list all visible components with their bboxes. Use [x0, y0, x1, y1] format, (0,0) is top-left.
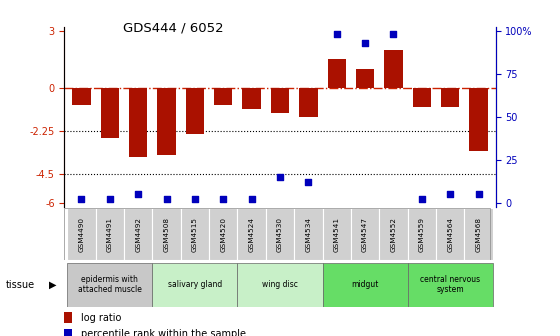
Point: [77, 197, 86, 202]
Text: GDS444 / 6052: GDS444 / 6052: [123, 22, 224, 35]
Bar: [64, 312, 72, 323]
Bar: [436, 208, 464, 260]
Bar: [413, 88, 431, 107]
Bar: [181, 208, 209, 260]
Text: GSM4492: GSM4492: [135, 217, 141, 252]
Bar: [214, 88, 232, 105]
Bar: [323, 208, 351, 260]
Bar: [441, 88, 459, 107]
Bar: [64, 329, 72, 336]
Text: GSM4530: GSM4530: [277, 217, 283, 252]
Text: midgut: midgut: [352, 280, 379, 289]
Bar: [242, 88, 261, 109]
Bar: [72, 88, 91, 105]
Bar: [384, 50, 403, 88]
Bar: [209, 208, 237, 260]
Bar: [186, 88, 204, 134]
Bar: [124, 208, 152, 260]
Point: [134, 192, 143, 197]
Bar: [157, 88, 176, 155]
Text: central nervous
system: central nervous system: [420, 275, 480, 294]
Point: [389, 32, 398, 37]
Bar: [152, 263, 237, 306]
Point: [162, 197, 171, 202]
Bar: [101, 88, 119, 138]
Bar: [152, 208, 181, 260]
Text: GSM4541: GSM4541: [334, 217, 340, 252]
Bar: [271, 88, 289, 113]
Bar: [323, 263, 408, 306]
Text: GSM4491: GSM4491: [107, 217, 113, 252]
Point: [417, 197, 426, 202]
Bar: [328, 59, 346, 88]
Text: GSM4534: GSM4534: [305, 217, 311, 252]
Point: [276, 174, 284, 180]
Point: [219, 197, 228, 202]
Point: [446, 192, 455, 197]
Point: [304, 179, 313, 185]
Bar: [356, 69, 374, 88]
Bar: [237, 263, 323, 306]
Text: GSM4520: GSM4520: [220, 217, 226, 252]
Bar: [129, 88, 147, 157]
Point: [474, 192, 483, 197]
Bar: [67, 263, 152, 306]
Text: tissue: tissue: [6, 280, 35, 290]
Text: GSM4568: GSM4568: [475, 217, 482, 252]
Text: GSM4547: GSM4547: [362, 217, 368, 252]
Text: log ratio: log ratio: [81, 313, 121, 323]
Bar: [237, 208, 266, 260]
Bar: [294, 208, 323, 260]
Text: GSM4508: GSM4508: [164, 217, 170, 252]
Point: [332, 32, 341, 37]
Text: percentile rank within the sample: percentile rank within the sample: [81, 329, 246, 336]
Point: [247, 197, 256, 202]
Point: [105, 197, 114, 202]
Bar: [408, 263, 493, 306]
Bar: [469, 88, 488, 151]
Bar: [299, 88, 318, 117]
Text: GSM4559: GSM4559: [419, 217, 425, 252]
Bar: [464, 208, 493, 260]
Text: ▶: ▶: [49, 280, 56, 290]
Text: GSM4552: GSM4552: [390, 217, 396, 252]
Text: GSM4490: GSM4490: [78, 217, 85, 252]
Bar: [408, 208, 436, 260]
Text: wing disc: wing disc: [262, 280, 298, 289]
Bar: [351, 208, 379, 260]
Text: GSM4515: GSM4515: [192, 217, 198, 252]
Point: [190, 197, 199, 202]
Text: GSM4564: GSM4564: [447, 217, 453, 252]
Bar: [379, 208, 408, 260]
Text: salivary gland: salivary gland: [168, 280, 222, 289]
Text: GSM4524: GSM4524: [249, 217, 255, 252]
Bar: [67, 208, 96, 260]
Bar: [266, 208, 294, 260]
Bar: [96, 208, 124, 260]
Point: [361, 40, 370, 45]
Text: epidermis with
attached muscle: epidermis with attached muscle: [78, 275, 142, 294]
